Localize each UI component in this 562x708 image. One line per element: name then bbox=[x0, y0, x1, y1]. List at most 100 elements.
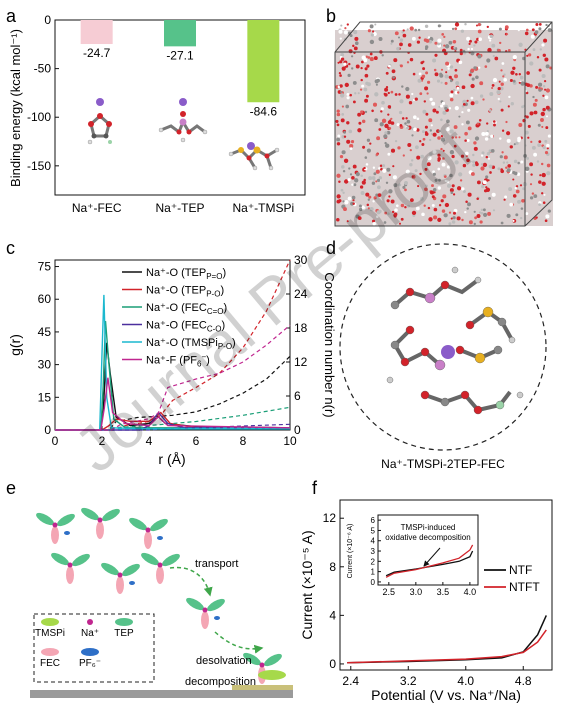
simulation-atom bbox=[466, 158, 470, 163]
simulation-atom bbox=[428, 118, 433, 123]
simulation-atom bbox=[544, 139, 548, 143]
simulation-atom bbox=[491, 86, 494, 90]
f-xtick-label: 4.8 bbox=[515, 674, 532, 688]
simulation-atom bbox=[380, 110, 383, 113]
simulation-atom bbox=[461, 187, 465, 191]
simulation-atom bbox=[525, 91, 529, 95]
simulation-atom bbox=[372, 200, 375, 203]
simulation-atom bbox=[348, 62, 351, 66]
cluster-atom bbox=[390, 300, 400, 310]
simulation-atom bbox=[491, 43, 496, 48]
simulation-atom bbox=[382, 164, 386, 168]
simulation-box-edges bbox=[334, 21, 553, 227]
simulation-atom bbox=[367, 29, 371, 33]
simulation-atom bbox=[402, 29, 405, 32]
simulation-atom bbox=[349, 173, 353, 176]
simulation-atom bbox=[510, 70, 515, 75]
simulation-atom bbox=[390, 39, 394, 43]
simulation-atom bbox=[538, 23, 542, 26]
simulation-atom bbox=[487, 211, 492, 216]
simulation-atom bbox=[454, 68, 458, 72]
simulation-atom bbox=[505, 120, 508, 124]
simulation-atom bbox=[468, 73, 472, 77]
simulation-atom bbox=[431, 184, 434, 188]
simulation-atom bbox=[432, 132, 437, 137]
simulation-atom bbox=[536, 55, 540, 59]
simulation-atom bbox=[448, 107, 452, 110]
solvation-cluster-icons bbox=[36, 507, 286, 684]
simulation-atom bbox=[390, 148, 396, 153]
simulation-atom bbox=[374, 92, 379, 97]
panel-c-y2label: Coordination number n(r) bbox=[322, 272, 337, 417]
simulation-atom bbox=[422, 60, 425, 63]
simulation-atom bbox=[397, 146, 401, 150]
panel-label-a: a bbox=[6, 6, 17, 26]
simulation-atom bbox=[481, 131, 486, 137]
simulation-atom bbox=[526, 54, 529, 57]
simulation-atom bbox=[404, 188, 407, 192]
simulation-atom bbox=[476, 214, 481, 218]
simulation-atom bbox=[373, 196, 377, 200]
inset-ytick-label: 3 bbox=[371, 547, 376, 556]
simulation-atom bbox=[506, 131, 511, 136]
simulation-atom bbox=[516, 172, 521, 176]
inset-lsv-line bbox=[385, 544, 474, 578]
simulation-atom bbox=[336, 173, 341, 178]
simulation-atom bbox=[438, 203, 442, 207]
simulation-atom bbox=[533, 110, 538, 115]
simulation-atom bbox=[470, 68, 475, 73]
simulation-atom bbox=[393, 58, 398, 63]
tep-molecule-icon bbox=[243, 652, 261, 666]
simulation-atom bbox=[433, 68, 437, 72]
simulation-atom bbox=[501, 129, 505, 132]
f-xtick-label: 3.2 bbox=[400, 674, 417, 688]
simulation-atom bbox=[462, 103, 466, 106]
cluster-atom bbox=[474, 352, 486, 364]
simulation-atom bbox=[480, 211, 484, 215]
simulation-atom bbox=[385, 71, 389, 75]
simulation-atom bbox=[500, 69, 503, 72]
simulation-atom bbox=[413, 127, 417, 132]
transport-arrow bbox=[169, 566, 213, 597]
e-legend-swatch bbox=[41, 648, 59, 656]
simulation-atom bbox=[369, 24, 374, 29]
simulation-atom bbox=[497, 86, 501, 91]
inset-ylabel: Current (×10⁻⁶ A) bbox=[347, 524, 354, 579]
tmspi-molecule-icon bbox=[258, 670, 286, 680]
simulation-atom bbox=[440, 118, 443, 122]
simulation-atom bbox=[478, 37, 483, 42]
simulation-atom bbox=[379, 164, 383, 167]
simulation-atom bbox=[509, 145, 513, 149]
c-ytick-label: 60 bbox=[38, 292, 52, 306]
simulation-atom bbox=[361, 60, 364, 64]
simulation-atom bbox=[527, 136, 530, 139]
simulation-atom bbox=[338, 180, 341, 183]
simulation-atom bbox=[399, 99, 404, 104]
simulation-atom bbox=[504, 25, 509, 30]
panel-d-caption: Na⁺-TMSPi-2TEP-FEC bbox=[381, 457, 505, 471]
simulation-atom bbox=[545, 214, 550, 219]
simulation-atom bbox=[542, 94, 545, 97]
simulation-atom bbox=[455, 81, 460, 86]
simulation-atom bbox=[366, 203, 370, 207]
simulation-atom bbox=[343, 30, 348, 35]
simulation-atom bbox=[347, 73, 351, 77]
simulation-atom bbox=[509, 78, 513, 83]
simulation-atom bbox=[443, 213, 448, 218]
tep-molecule-icon bbox=[57, 513, 75, 527]
f-lsv-line bbox=[347, 615, 547, 664]
tep-molecule-icon bbox=[150, 518, 168, 532]
simulation-atom bbox=[485, 155, 489, 159]
na-fec-molecule-icon bbox=[87, 98, 112, 145]
simulation-atom bbox=[499, 100, 502, 103]
simulation-atom bbox=[353, 30, 358, 35]
simulation-atom bbox=[391, 210, 395, 214]
simulation-atom bbox=[370, 33, 374, 37]
simulation-atom bbox=[437, 42, 441, 46]
simulation-atom bbox=[446, 165, 451, 169]
simulation-atom bbox=[361, 119, 366, 124]
simulation-atom bbox=[541, 43, 545, 47]
a-category-label: Na⁺-TEP bbox=[155, 201, 204, 215]
simulation-atom bbox=[486, 151, 491, 156]
simulation-atom bbox=[339, 37, 342, 40]
